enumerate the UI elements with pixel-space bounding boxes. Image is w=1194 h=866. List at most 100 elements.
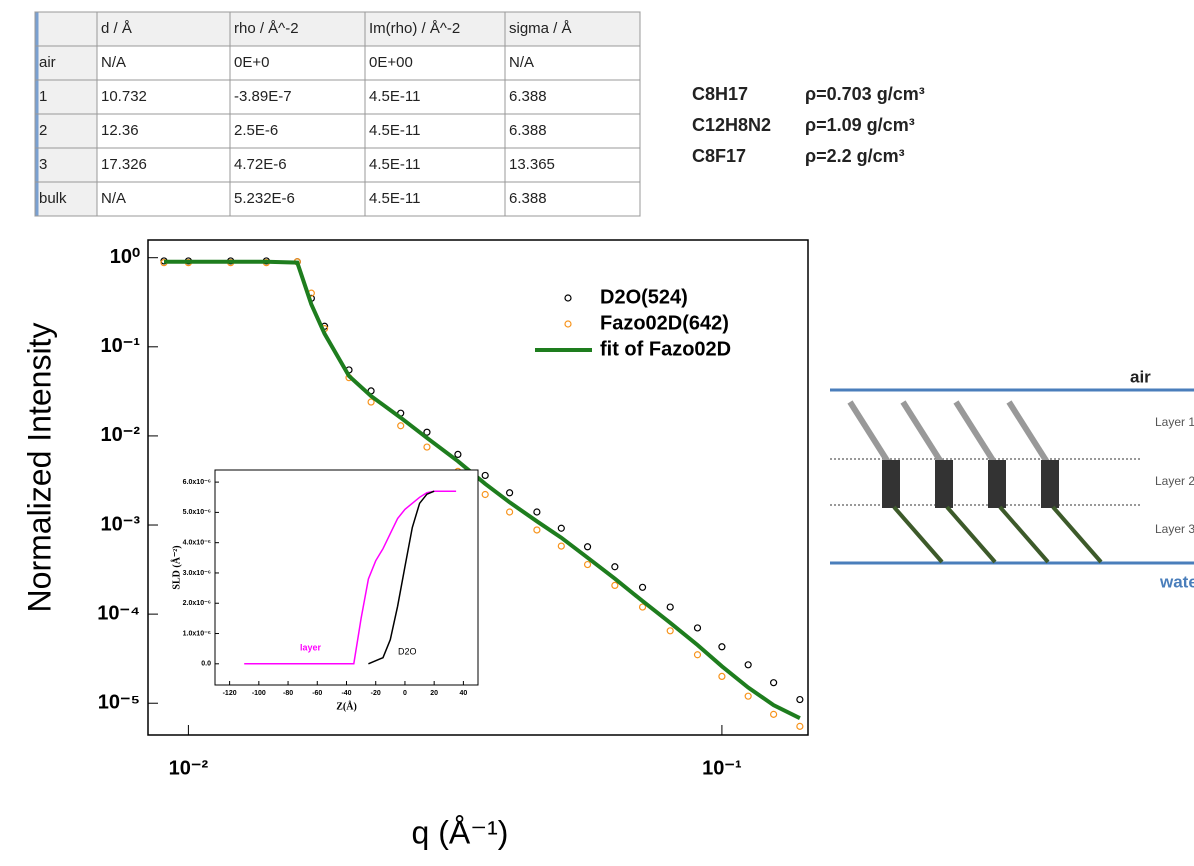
x-tick-label: -80 [283,690,293,697]
data-point [770,679,778,687]
formula-density: ρ=1.09 g/cm³ [805,115,915,135]
x-tick-label: -40 [341,690,351,697]
cell: 2.5E-6 [234,122,278,139]
data-point [770,710,778,718]
data-point [454,450,462,459]
data-point [557,524,565,532]
data-point [796,695,804,704]
series-label: layer [300,642,322,652]
head-segment [1051,505,1103,564]
layer-label: Layer 2 [1155,474,1194,488]
data-point [367,398,375,406]
core-block [882,460,900,508]
cell: 3 [39,156,47,173]
cell: 2 [39,122,47,139]
cell: 6.388 [509,88,547,105]
inset-chart: -120 -100 -80 -60 -40 -20 0 20 40 0.0 1.0x10⁻⁶ 2.0x… [170,469,479,712]
y-tick-label: 3.0x10⁻⁶ [183,570,211,577]
cell: 4.72E-6 [234,156,287,173]
core-block [1041,460,1059,508]
data-point [533,508,541,516]
charts: 10⁻² 10⁻¹ 10⁰ 10⁻¹ 10⁻² 10⁻³ 10⁻⁴ 10⁻⁵ q (Å⁻¹) No… [21,239,809,850]
cell: N/A [509,54,534,71]
layer-label: air [1130,367,1151,386]
legend-marker [564,320,572,328]
tail-segment [953,400,997,464]
cell: bulk [39,190,67,207]
data-point [557,542,565,550]
x-tick-label: 10⁻² [169,757,209,779]
core-block [988,460,1006,508]
series-label: D2O [398,646,417,656]
layer-label: water [1159,572,1194,591]
cell: 4.5E-11 [369,156,420,173]
formula-name: C12H8N2 [692,115,771,135]
main-chart: 10⁻² 10⁻¹ 10⁰ 10⁻¹ 10⁻² 10⁻³ 10⁻⁴ 10⁻⁵ q (Å⁻¹) No… [21,239,809,850]
data-point [423,443,431,451]
cell: N/A [101,54,126,71]
formula-name: C8H17 [692,84,748,104]
y-tick-label: 10⁻¹ [101,335,141,357]
x-axis-label: Z(Å) [336,700,357,712]
y-tick-label: 0.0 [201,661,211,668]
x-tick-label: 10⁻¹ [702,757,742,779]
head-segment [998,505,1050,564]
cell: 0E+0 [234,54,269,71]
formula-density: ρ=0.703 g/cm³ [805,84,925,104]
header-cell: sigma / Å [509,20,572,37]
cell: air [39,54,56,71]
plot-frame [147,239,809,736]
header-cell: d / Å [101,20,132,37]
x-tick-label: -120 [223,690,237,697]
y-axis-label: Normalized Intensity [21,323,57,613]
cell: N/A [101,190,126,207]
data-point [506,489,514,497]
legend-label: D2O(524) [600,286,688,308]
cell: 0E+00 [369,54,413,71]
y-tick-label: 2.0x10⁻⁶ [183,600,211,607]
tail-segment [1006,400,1050,464]
legend-label: Fazo02D(642) [600,312,729,334]
header-row-bg [34,11,641,47]
data-point [611,581,619,590]
y-tick-label: 10⁻⁵ [98,692,140,714]
parameter-table: d / Å rho / Å^-2 Im(rho) / Å^-2 sigma / Å ai… [34,11,641,217]
cell: 4.5E-11 [369,190,420,207]
plot-frame [214,469,479,686]
cell: 6.388 [509,122,547,139]
data-point [666,603,674,611]
y-tick-label: 4.0x10⁻⁶ [183,540,211,547]
y-tick-label: 5.0x10⁻⁶ [183,509,211,516]
data-point [744,692,752,700]
data-point [744,661,752,669]
tail-segment [847,400,891,464]
data-point [638,603,647,611]
cell: 5.232E-6 [234,190,295,207]
x-tick-label: 20 [430,690,438,697]
x-tick-label: -20 [371,690,381,697]
header-cell: Im(rho) / Å^-2 [369,20,460,37]
layer-label: Layer 1 [1155,415,1194,429]
cell: 1 [39,88,47,105]
data-point [718,643,726,651]
formula-density: ρ=2.2 g/cm³ [805,146,905,166]
cell: -3.89E-7 [234,88,292,105]
y-tick-label: 10⁻² [101,424,141,446]
cell: 10.732 [101,88,147,105]
formula-name: C8F17 [692,146,746,166]
tail-segment [900,400,944,464]
data-point [666,627,674,635]
data-point [796,722,804,730]
x-axis-label: q (Å⁻¹) [412,814,509,850]
y-tick-label: 6.0x10⁻⁶ [183,479,211,486]
data-point [481,471,489,480]
data-point [423,428,431,436]
y-tick-label: 10⁻⁴ [97,602,140,624]
data-point [638,583,647,591]
formula-list: C8H17 ρ=0.703 g/cm³ C12H8N2 ρ=1.09 g/cm³ C8F… [692,84,925,166]
cell: 12.36 [101,122,139,139]
data-point [718,672,726,681]
cell: 4.5E-11 [369,88,420,105]
fit-line [164,259,801,720]
x-tick-label: -60 [312,690,322,697]
